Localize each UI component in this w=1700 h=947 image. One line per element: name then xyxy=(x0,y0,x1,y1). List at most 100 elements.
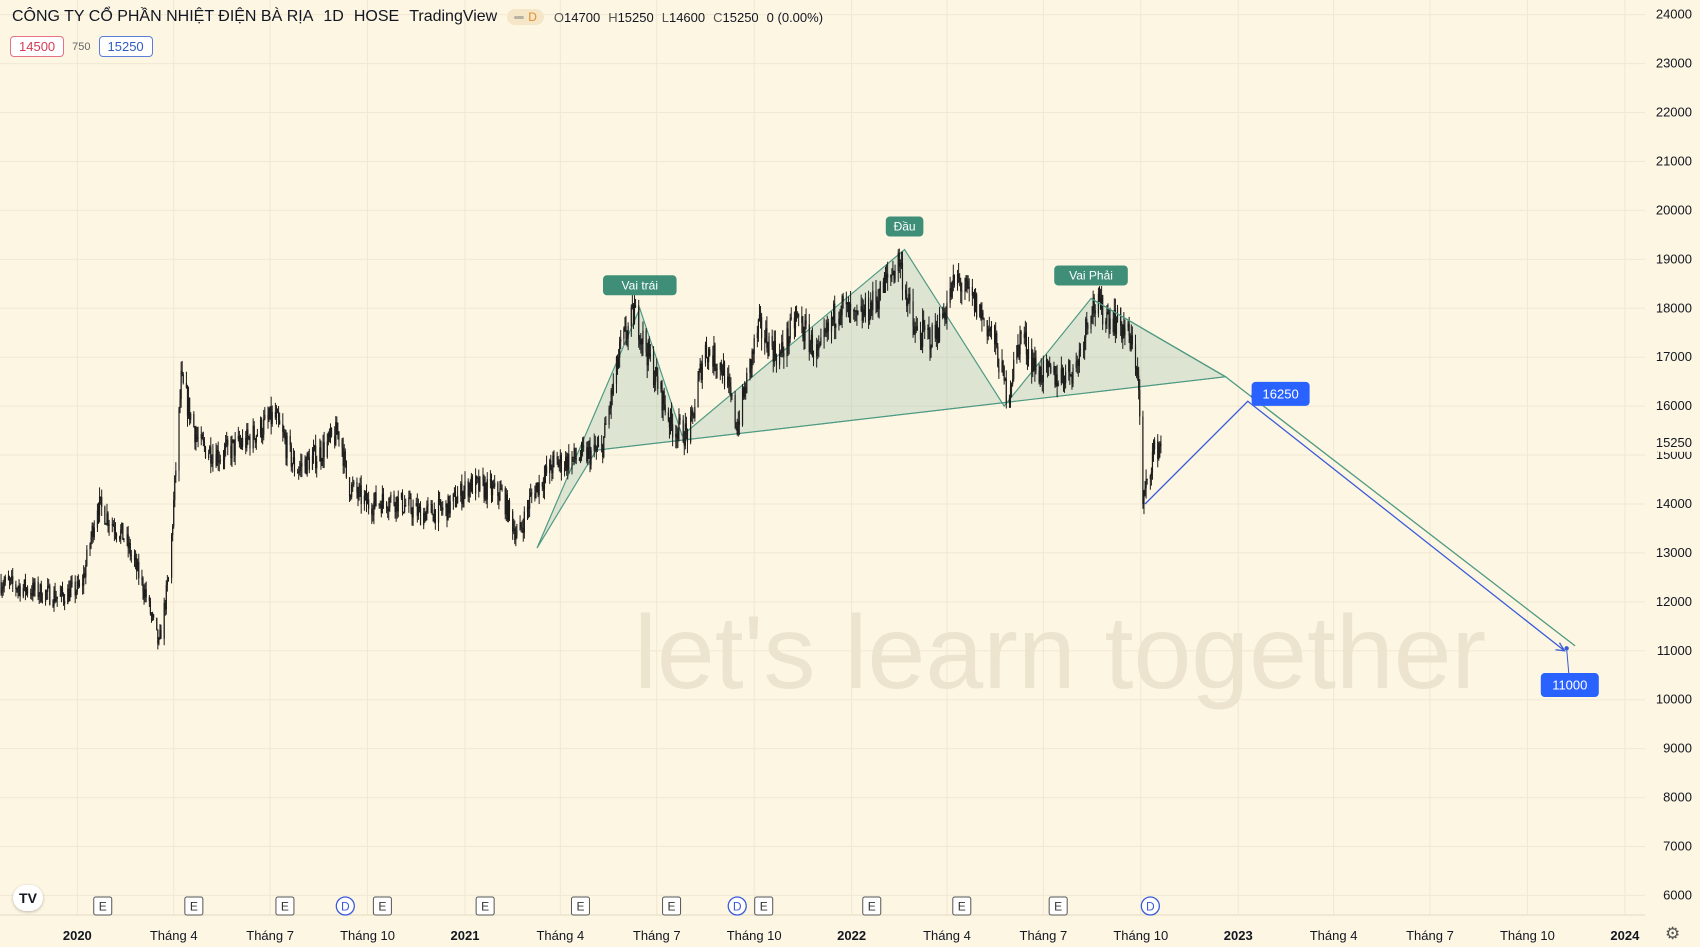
candle-body xyxy=(343,451,345,466)
candle-body xyxy=(716,368,718,370)
candle-body xyxy=(500,488,502,490)
candle-body xyxy=(289,435,291,446)
candle-body xyxy=(1005,378,1007,404)
candle-body xyxy=(994,325,996,345)
candle-body xyxy=(950,288,952,298)
price-axis[interactable]: 6000 7000 8000 9000 10000 11000 12000 13000 1400… xyxy=(1648,7,1698,903)
candle-body xyxy=(1016,345,1018,360)
candle-body xyxy=(549,460,551,474)
y-tick-label: 19000 xyxy=(1656,251,1692,266)
pattern-label: Vai Phải xyxy=(1054,265,1128,286)
candle-body xyxy=(772,346,774,362)
candle-body xyxy=(1045,360,1048,362)
candle-body xyxy=(575,458,577,460)
candle-body xyxy=(965,278,967,291)
symbol-title[interactable]: CÔNG TY CỔ PHẦN NHIỆT ĐIỆN BÀ RỊA xyxy=(12,8,314,25)
earnings-event-marker: E xyxy=(754,896,774,916)
candle-body xyxy=(379,503,381,505)
candle-body xyxy=(8,579,11,581)
candle-body xyxy=(566,456,568,471)
candle-body xyxy=(380,504,382,514)
market-status-badge[interactable]: D xyxy=(507,9,544,25)
event-marker-label: E xyxy=(576,900,584,914)
chart-annotations[interactable]: Vai trái Đầu Vai Phải 16250 11000 xyxy=(602,216,1599,698)
candle-body xyxy=(70,583,72,589)
candle-body xyxy=(938,313,941,341)
candle-body xyxy=(935,324,937,339)
candle-body xyxy=(890,274,892,278)
x-tick-label: 2022 xyxy=(837,928,866,943)
buy-price-button[interactable]: 15250 xyxy=(98,36,153,57)
candle-body xyxy=(581,443,584,447)
candle-body xyxy=(869,318,871,321)
candle-body xyxy=(870,302,872,319)
candle-body xyxy=(816,344,818,357)
candle-body xyxy=(996,333,998,347)
candle-body xyxy=(730,386,732,397)
candle-body xyxy=(738,421,740,425)
candle-body xyxy=(441,507,443,511)
candle-body xyxy=(1009,387,1012,398)
candle-body xyxy=(550,460,552,470)
pattern-label-box xyxy=(1054,265,1128,286)
tradingview-logo[interactable]: TV xyxy=(13,885,43,911)
candle-body xyxy=(231,440,233,459)
candle-body xyxy=(543,475,546,489)
candle-body xyxy=(905,289,907,294)
sell-price-button[interactable]: 14500 xyxy=(10,36,65,57)
candle-body xyxy=(409,497,411,499)
candle-body xyxy=(460,483,462,496)
candle-body xyxy=(794,317,797,329)
candle-body xyxy=(1139,389,1141,417)
candle-body xyxy=(782,342,784,353)
candle-body xyxy=(605,423,607,425)
candle-body xyxy=(812,356,815,358)
candle-body xyxy=(485,483,487,500)
candle-body xyxy=(715,368,717,370)
candle-body xyxy=(1108,312,1110,330)
candle-body xyxy=(986,320,988,337)
candle-body xyxy=(797,313,799,316)
candle-body xyxy=(474,476,477,494)
candle-body xyxy=(323,442,325,457)
candle-body xyxy=(627,326,629,339)
candle-body xyxy=(563,467,566,472)
candle-body xyxy=(568,454,570,470)
candle-body xyxy=(222,459,225,461)
candle-body xyxy=(863,309,865,316)
interval-label[interactable]: 1D xyxy=(323,8,344,25)
candle-body xyxy=(937,339,940,341)
candle-body xyxy=(164,602,166,610)
candle-body xyxy=(120,529,122,540)
candle-body xyxy=(219,459,221,462)
candle-body xyxy=(997,346,999,367)
candle-body xyxy=(401,493,404,513)
candle-body xyxy=(916,326,918,331)
candle-body xyxy=(157,629,159,644)
candle-body xyxy=(920,340,923,347)
candle-body xyxy=(285,439,287,458)
settings-gear-icon[interactable]: ⚙ xyxy=(1665,924,1681,943)
candle-body xyxy=(1020,332,1022,334)
time-axis[interactable]: 2020 Tháng 4 Tháng 7 Tháng 10 2021 Tháng 4 Thá… xyxy=(0,914,1645,943)
candle-body xyxy=(84,573,86,578)
candle-body xyxy=(765,328,767,343)
candle-body xyxy=(1092,297,1094,314)
earnings-marker-box xyxy=(862,896,882,916)
watermark-text: let's learn together xyxy=(634,595,1486,711)
candle-body xyxy=(642,330,644,345)
candle-body xyxy=(538,482,540,496)
trend-lines[interactable] xyxy=(1090,297,1576,652)
candle-body xyxy=(699,363,701,371)
candle-body xyxy=(1026,354,1029,360)
candle-body xyxy=(679,417,681,420)
candle-body xyxy=(113,526,115,532)
price-label: 16250 xyxy=(1251,381,1310,406)
candle-body xyxy=(871,302,873,310)
candle-body xyxy=(516,530,518,536)
candle-body xyxy=(282,424,284,433)
candle-body xyxy=(906,293,908,306)
candle-body xyxy=(165,585,167,610)
